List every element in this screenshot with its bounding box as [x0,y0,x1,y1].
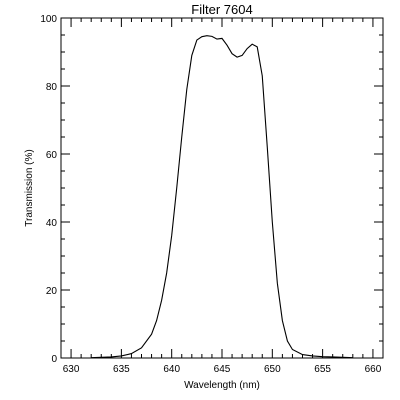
x-tick-label: 655 [314,364,331,375]
y-tick-label: 60 [46,150,58,161]
tick-labels: 630 635 640 645 650 655 660 0 20 40 60 80 100 [40,14,381,375]
y-tick-label: 100 [40,14,57,25]
axis-ticks [60,17,384,359]
y-tick-label: 20 [46,286,58,297]
y-tick-label: 80 [46,82,58,93]
x-tick-label: 630 [63,364,80,375]
chart-title: Filter 7604 [191,2,252,17]
x-axis-label: Wavelength (nm) [184,380,260,391]
x-tick-label: 635 [113,364,130,375]
x-tick-label: 640 [163,364,180,375]
y-tick-label: 40 [46,218,58,229]
y-tick-label: 0 [51,354,57,365]
x-tick-label: 645 [214,364,231,375]
plot-frame [60,17,384,359]
transmission-curve [91,35,353,359]
y-axis-label: Transmission (%) [24,149,35,226]
x-tick-label: 650 [264,364,281,375]
x-tick-label: 660 [365,364,382,375]
